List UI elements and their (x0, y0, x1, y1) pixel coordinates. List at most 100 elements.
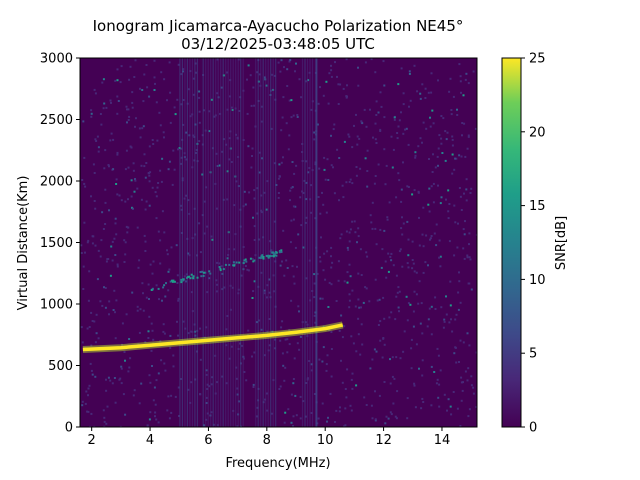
noise-pixel (120, 365, 123, 368)
noise-pixel (264, 76, 266, 79)
noise-pixel (439, 255, 442, 258)
noise-pixel (467, 134, 470, 137)
noise-pixel (360, 120, 363, 123)
noise-pixel (353, 220, 356, 223)
noise-pixel (340, 233, 343, 236)
noise-pixel (114, 79, 117, 82)
noise-pixel (452, 95, 455, 98)
echo-trace-point (186, 276, 189, 279)
noise-pixel (437, 184, 439, 187)
noise-pixel (337, 83, 340, 86)
noise-pixel (143, 73, 146, 76)
noise-pixel (286, 351, 289, 354)
noise-pixel (180, 204, 183, 207)
noise-pixel (258, 319, 261, 322)
noise-pixel (160, 180, 163, 183)
noise-pixel (260, 105, 263, 108)
noise-pixel (407, 266, 410, 269)
noise-pixel (467, 367, 470, 370)
echo-trace-point (238, 261, 241, 264)
noise-pixel (375, 114, 378, 116)
noise-pixel (305, 198, 308, 201)
noise-pixel (304, 415, 307, 418)
noise-pixel (283, 66, 285, 69)
noise-pixel (136, 226, 139, 229)
noise-pixel (195, 152, 197, 154)
noise-pixel (453, 204, 456, 207)
noise-pixel (199, 251, 202, 254)
noise-pixel (116, 263, 119, 266)
noise-pixel (425, 234, 428, 237)
noise-pixel (116, 193, 119, 196)
noise-pixel (393, 377, 396, 380)
noise-pixel (404, 128, 406, 131)
noise-pixel (462, 247, 465, 250)
noise-pixel (135, 117, 137, 120)
echo-trace-point (278, 250, 281, 253)
noise-pixel (144, 176, 147, 179)
noise-pixel (409, 303, 412, 306)
noise-band-strip (225, 58, 227, 427)
noise-pixel (133, 190, 136, 193)
noise-pixel (208, 130, 211, 133)
noise-pixel (354, 305, 357, 308)
noise-pixel (151, 365, 153, 367)
noise-pixel (383, 116, 386, 119)
colorbar-tick-label: 25 (529, 52, 546, 67)
noise-pixel (203, 232, 206, 235)
noise-pixel (453, 168, 456, 171)
noise-pixel (375, 100, 378, 103)
noise-pixel (210, 235, 213, 238)
noise-pixel (176, 282, 179, 284)
echo-trace-point (253, 259, 256, 262)
noise-pixel (354, 231, 357, 234)
noise-pixel (330, 246, 333, 249)
noise-pixel (91, 235, 94, 238)
noise-pixel (436, 155, 439, 158)
noise-pixel (290, 187, 293, 189)
noise-pixel (168, 417, 171, 420)
noise-pixel (424, 97, 427, 99)
noise-pixel (424, 261, 427, 264)
noise-pixel (374, 71, 377, 74)
noise-pixel (155, 217, 158, 220)
noise-pixel (442, 117, 445, 120)
echo-traces-layer (82, 249, 344, 353)
noise-band-strip (242, 58, 244, 427)
noise-pixel (124, 168, 127, 171)
noise-pixel (253, 351, 256, 354)
noise-pixel (81, 341, 84, 344)
noise-pixel (359, 353, 362, 356)
noise-pixel (449, 304, 452, 307)
noise-pixel (132, 394, 135, 397)
noise-pixel (176, 274, 179, 277)
noise-pixel (383, 229, 386, 232)
x-tick-label: 10 (317, 433, 334, 448)
noise-pixel (243, 190, 246, 193)
noise-band-strip (306, 58, 309, 427)
noise-pixel (180, 156, 183, 159)
noise-pixel (84, 402, 87, 405)
noise-pixel (260, 211, 263, 214)
noise-pixel (341, 336, 344, 339)
noise-pixel (109, 99, 112, 102)
noise-pixel (142, 100, 145, 103)
noise-pixel (114, 254, 117, 256)
noise-pixel (263, 292, 266, 295)
noise-pixel (89, 425, 91, 427)
noise-pixel (461, 389, 464, 392)
noise-pixel (363, 108, 366, 111)
noise-pixel (145, 64, 148, 66)
noise-pixel (94, 138, 97, 141)
noise-pixel (393, 118, 396, 121)
noise-band-strip (217, 58, 219, 427)
noise-pixel (82, 120, 85, 123)
noise-pixel (250, 166, 253, 169)
noise-pixel (216, 381, 219, 384)
noise-pixel (149, 171, 152, 174)
noise-band-strip (262, 58, 264, 427)
noise-pixel (192, 93, 195, 96)
noise-pixel (458, 271, 460, 274)
noise-pixel (134, 178, 136, 181)
noise-pixel (144, 208, 147, 211)
